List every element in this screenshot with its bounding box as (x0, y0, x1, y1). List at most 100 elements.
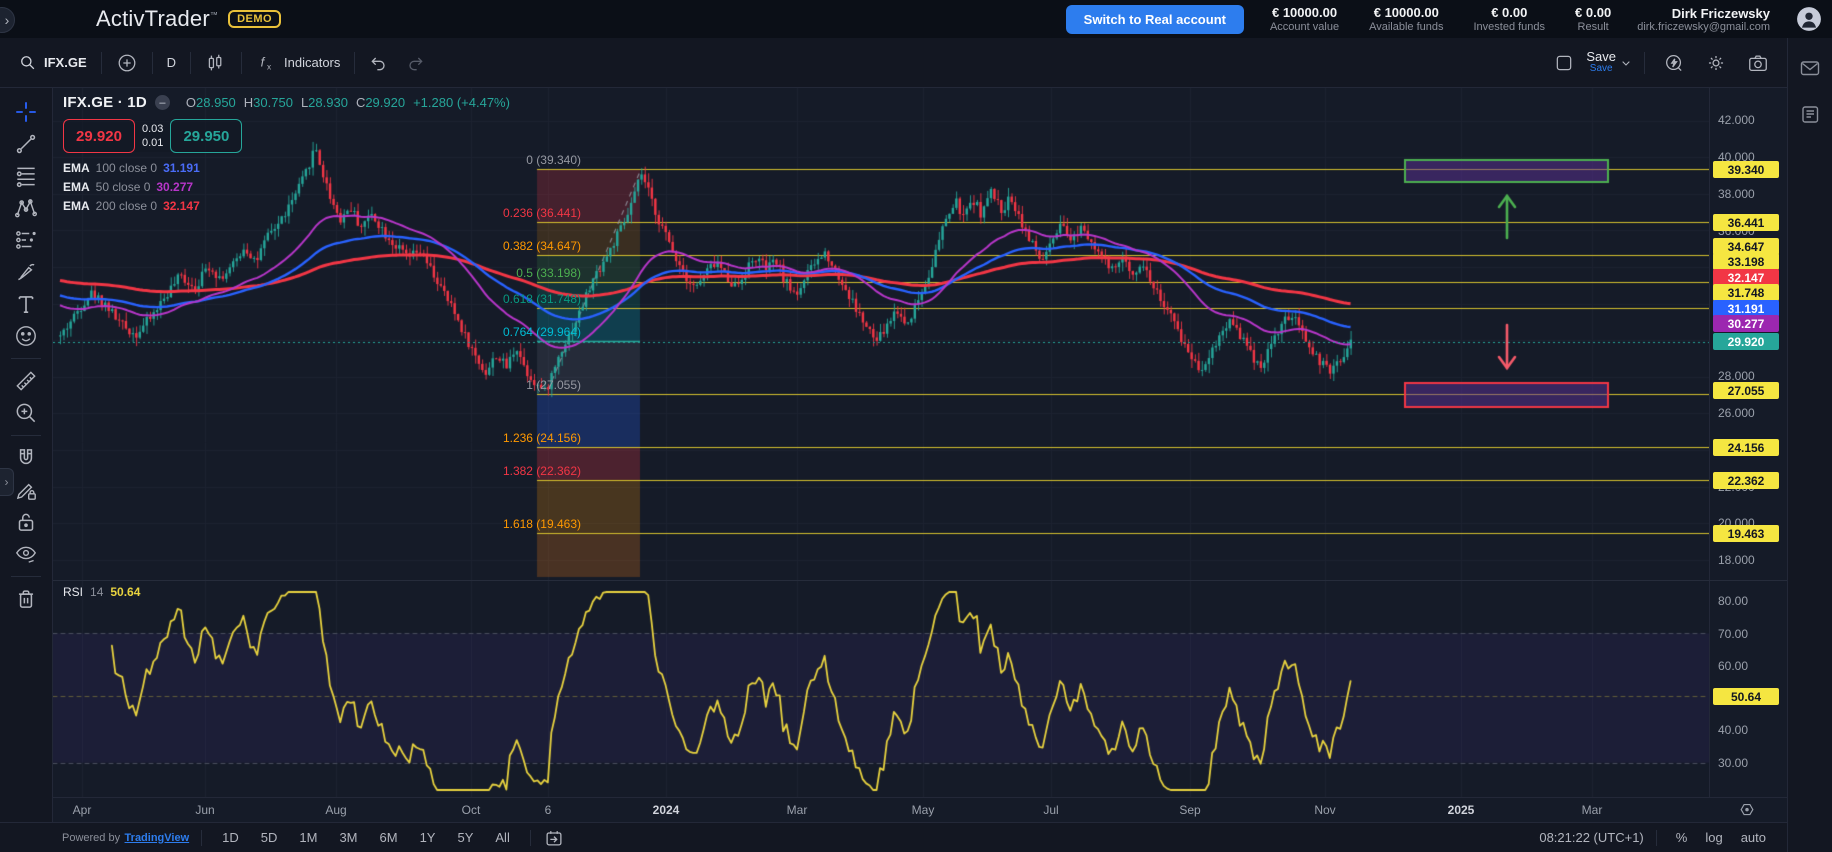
rsi-tick: 40.00 (1718, 723, 1748, 737)
undo-button[interactable] (361, 47, 397, 79)
indicators-button[interactable]: fx Indicators (248, 46, 348, 80)
chevron-down-icon[interactable] (1618, 55, 1634, 71)
screenshot-button[interactable] (1739, 46, 1777, 80)
news-icon[interactable] (1798, 102, 1822, 126)
chart-canvas[interactable] (53, 88, 1709, 797)
tool-xabcd-pattern[interactable] (7, 192, 45, 224)
price-badge: 22.362 (1713, 472, 1779, 489)
chart-style-button[interactable] (197, 46, 235, 80)
camera-icon (1747, 52, 1769, 74)
stat-value: € 10000.00 (1369, 5, 1443, 20)
tool-magnet[interactable] (7, 442, 45, 474)
text-icon (13, 291, 39, 317)
fib-retracement-icon (13, 163, 39, 189)
user-info[interactable]: Dirk Friczewsky dirk.friczewsky@gmail.co… (1637, 6, 1770, 33)
mail-icon[interactable] (1798, 56, 1822, 80)
scale-button-log[interactable]: log (1698, 827, 1729, 848)
range-button-3m[interactable]: 3M (331, 827, 365, 848)
tool-zoom-in[interactable] (7, 397, 45, 429)
tool-forecast[interactable] (7, 224, 45, 256)
price-axis[interactable]: 42.00040.00038.00036.00028.00026.00022.0… (1709, 88, 1787, 797)
toolbar-divider (354, 52, 355, 74)
avatar[interactable] (1796, 6, 1822, 32)
stat-value: € 10000.00 (1270, 5, 1339, 20)
toolbar-divider (11, 358, 41, 359)
top-bar: › ActivTrader™ DEMO Switch to Real accou… (0, 0, 1832, 38)
compare-add-button[interactable] (108, 46, 146, 80)
range-button-6m[interactable]: 6M (372, 827, 406, 848)
demo-badge: DEMO (228, 10, 281, 28)
range-button-5d[interactable]: 5D (253, 827, 286, 848)
toolbar-divider (101, 52, 102, 74)
tool-ruler[interactable] (7, 365, 45, 397)
tool-trend-line[interactable] (7, 128, 45, 160)
plus-circle-icon (116, 52, 138, 74)
interval-button[interactable]: D (159, 49, 184, 76)
alert-button[interactable] (1655, 46, 1693, 80)
toolbar-divider (11, 435, 41, 436)
time-label: Mar (767, 803, 827, 817)
go-to-date-icon[interactable] (543, 827, 565, 849)
rsi-badge: 50.64 (1713, 688, 1779, 705)
svg-text:x: x (267, 62, 272, 71)
redo-icon (405, 53, 425, 73)
settings-button[interactable] (1697, 46, 1735, 80)
powered-by-label: Powered by (62, 832, 120, 844)
tool-emoji[interactable] (7, 320, 45, 352)
tradingview-link[interactable]: TradingView (125, 832, 190, 844)
price-badge: 29.920 (1713, 333, 1779, 350)
stat-value: € 0.00 (1575, 5, 1611, 20)
tool-delete[interactable] (7, 583, 45, 615)
indicators-label: Indicators (284, 55, 340, 70)
range-button-1m[interactable]: 1M (291, 827, 325, 848)
spread-bottom: 0.01 (142, 136, 163, 150)
tool-lock-all[interactable] (7, 506, 45, 538)
forecast-icon (13, 227, 39, 253)
range-button-1y[interactable]: 1Y (412, 827, 444, 848)
rsi-tick: 80.00 (1718, 594, 1748, 608)
toolbar-divider (11, 576, 41, 577)
pane-separator[interactable] (53, 580, 1787, 581)
toolbar-divider (190, 52, 191, 74)
time-label: Jun (175, 803, 235, 817)
chart-toolbar: IFX.GE D fx Indicators (0, 38, 1787, 88)
symbol-search[interactable]: IFX.GE (10, 47, 95, 79)
delete-icon (13, 586, 39, 612)
tool-crosshair[interactable] (7, 96, 45, 128)
buy-button[interactable]: 29.950 (170, 119, 242, 153)
sell-button[interactable]: 29.920 (63, 119, 135, 153)
stat-label: Invested funds (1473, 21, 1545, 33)
switch-to-real-button[interactable]: Switch to Real account (1066, 5, 1244, 34)
logo-text: ActivTrader™ (96, 6, 218, 32)
tool-hide-all[interactable] (7, 538, 45, 570)
user-email: dirk.friczewsky@gmail.com (1637, 21, 1770, 33)
scale-button-auto[interactable]: auto (1734, 827, 1773, 848)
rsi-tick: 60.00 (1718, 659, 1748, 673)
watchlist-expander-icon[interactable]: › (0, 468, 14, 496)
clock-label[interactable]: 08:21:22 (UTC+1) (1539, 830, 1643, 845)
time-label: May (893, 803, 953, 817)
save-label: Save (1586, 51, 1616, 63)
save-layout-button[interactable]: Save Save (1586, 51, 1634, 75)
time-axis[interactable]: AprJunAugOct62024MarMayJulSepNov2025Mar (53, 797, 1787, 822)
tool-fib-retracement[interactable] (7, 160, 45, 192)
tool-brush[interactable] (7, 256, 45, 288)
scale-button-%[interactable]: % (1669, 827, 1695, 848)
chart-area: IFX.GE · 1D – O28.950H30.750L28.930C29.9… (53, 88, 1709, 797)
collapse-sidebar-icon[interactable]: › (0, 7, 15, 33)
redo-button[interactable] (397, 47, 433, 79)
range-button-all[interactable]: All (487, 827, 517, 848)
layout-square-icon (1554, 53, 1574, 73)
range-button-5y[interactable]: 5Y (449, 827, 481, 848)
range-button-1d[interactable]: 1D (214, 827, 247, 848)
toolbar-divider (241, 52, 242, 74)
tool-text[interactable] (7, 288, 45, 320)
user-name: Dirk Friczewsky (1637, 6, 1770, 21)
time-label: Jul (1021, 803, 1081, 817)
bid-ask-panel: 29.920 0.03 0.01 29.950 (63, 119, 510, 153)
layout-button[interactable] (1546, 47, 1582, 79)
magnet-icon (13, 445, 39, 471)
top-bar-right: Switch to Real account € 10000.00Account… (1066, 0, 1822, 38)
range-buttons: 1D 5D1M 3M 6M 1Y5Y All (214, 827, 518, 848)
svg-text:f: f (261, 54, 266, 69)
